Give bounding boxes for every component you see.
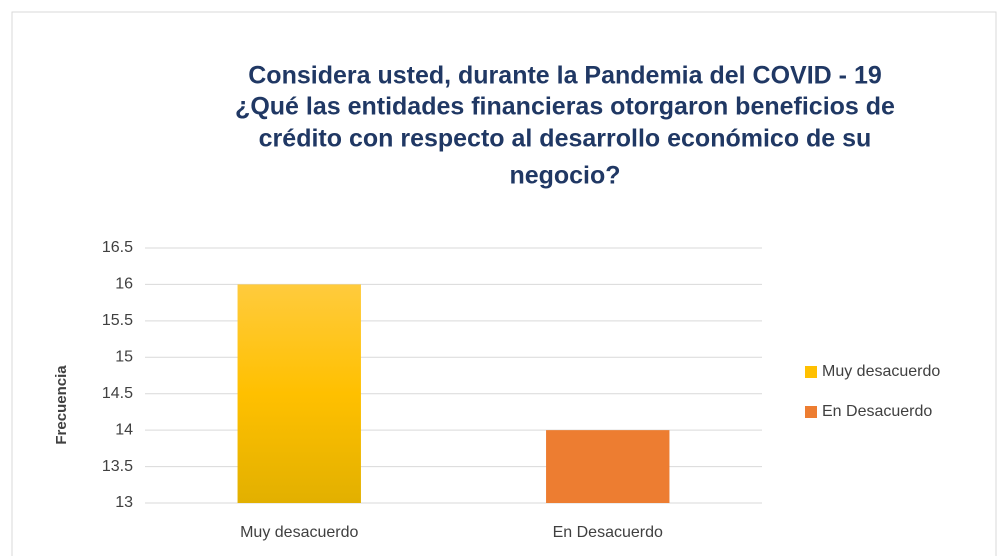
bar (546, 430, 670, 503)
y-axis-label: Frecuencia (53, 365, 70, 445)
y-tick-label: 15.5 (102, 312, 133, 329)
legend-swatch (805, 406, 817, 418)
y-tick-label: 16 (115, 276, 133, 293)
y-tick-label: 14 (115, 421, 133, 438)
legend-label: En Desacuerdo (822, 403, 932, 420)
y-tick-label: 15 (115, 349, 133, 366)
x-tick-label: Muy desacuerdo (240, 524, 358, 541)
legend-label: Muy desacuerdo (822, 363, 940, 380)
y-tick-label: 16.5 (102, 239, 133, 256)
x-tick-label: En Desacuerdo (553, 524, 663, 541)
y-tick-label: 14.5 (102, 385, 133, 402)
chart-title: Considera usted, durante la Pandemia del… (248, 62, 882, 90)
legend-swatch (805, 366, 817, 378)
chart-title: crédito con respecto al desarrollo econó… (259, 125, 872, 153)
chart-title: negocio? (509, 162, 620, 190)
bar (237, 284, 361, 503)
y-tick-label: 13.5 (102, 458, 133, 475)
y-tick-label: 13 (115, 494, 133, 511)
chart-title: ¿Qué las entidades financieras otorgaron… (235, 93, 895, 121)
